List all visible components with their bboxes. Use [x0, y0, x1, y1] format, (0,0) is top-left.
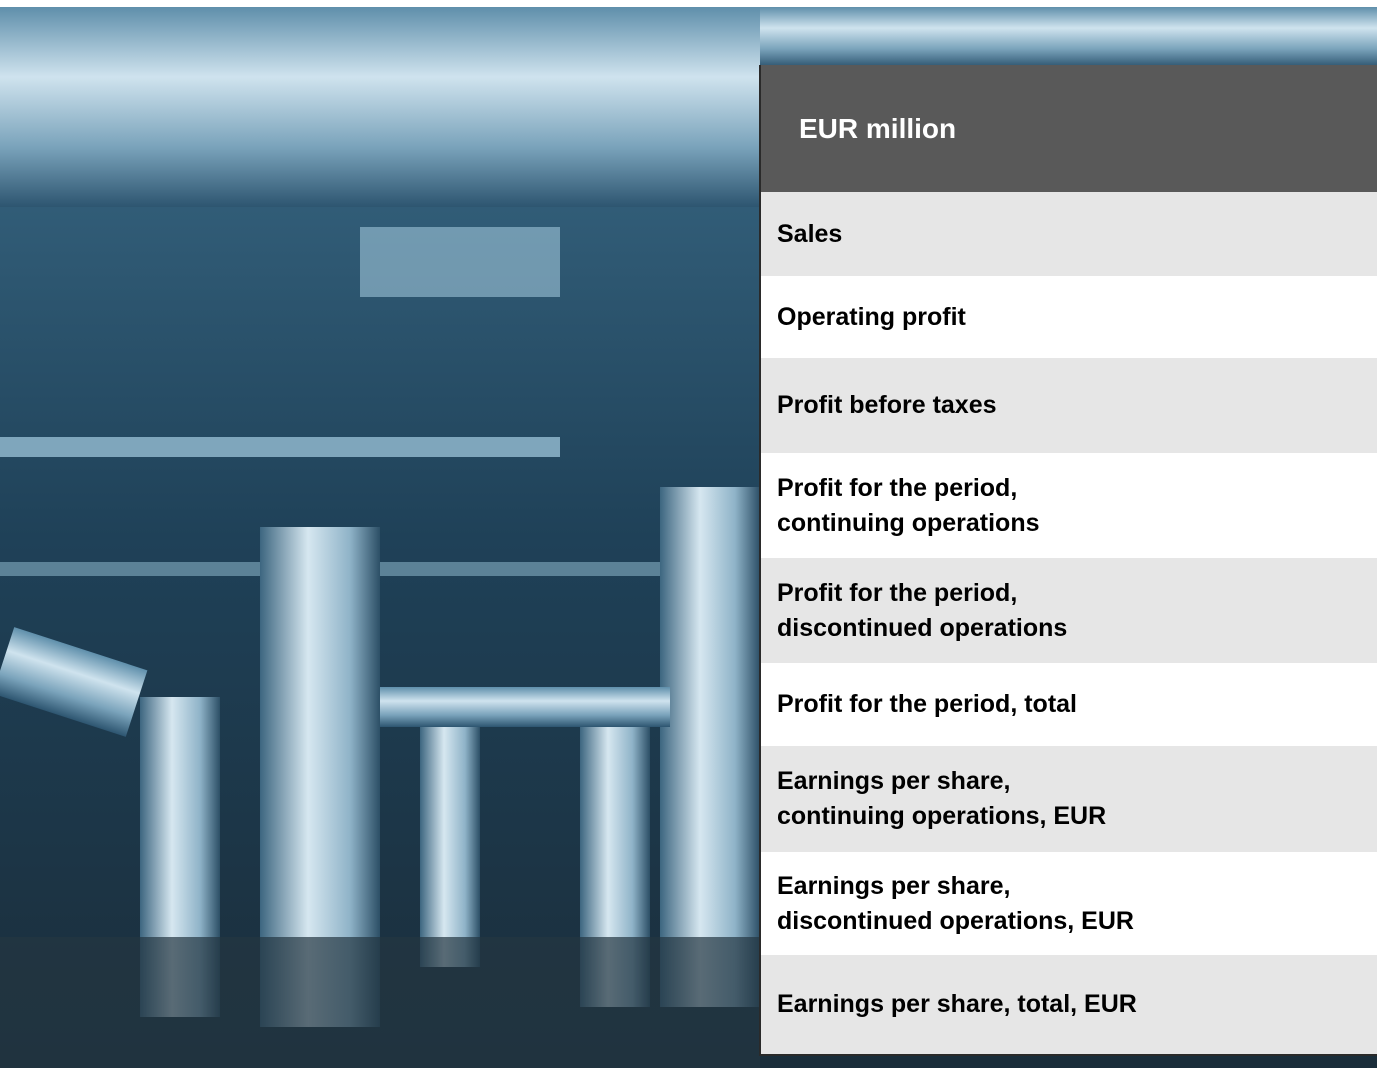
- row-label: Earnings per share, continuing operation…: [761, 746, 1377, 852]
- row-label: Operating profit: [761, 276, 1377, 358]
- row-label: Profit for the period, discontinued oper…: [761, 558, 1377, 663]
- row-label: Profit before taxes: [761, 358, 1377, 453]
- row-label: Earnings per share, total, EUR: [761, 955, 1377, 1054]
- results-table: EUR million Sales Operating profit Profit …: [759, 65, 1377, 1056]
- row-label: Sales: [761, 192, 1377, 276]
- table-border: [761, 1054, 1377, 1056]
- table-header: EUR million: [761, 65, 1377, 192]
- row-label: Profit for the period, total: [761, 663, 1377, 746]
- table-body: Sales Operating profit Profit before taxes…: [761, 192, 1377, 1054]
- row-label: Profit for the period, continuing operat…: [761, 453, 1377, 558]
- row-label: Earnings per share, discontinued operati…: [761, 852, 1377, 955]
